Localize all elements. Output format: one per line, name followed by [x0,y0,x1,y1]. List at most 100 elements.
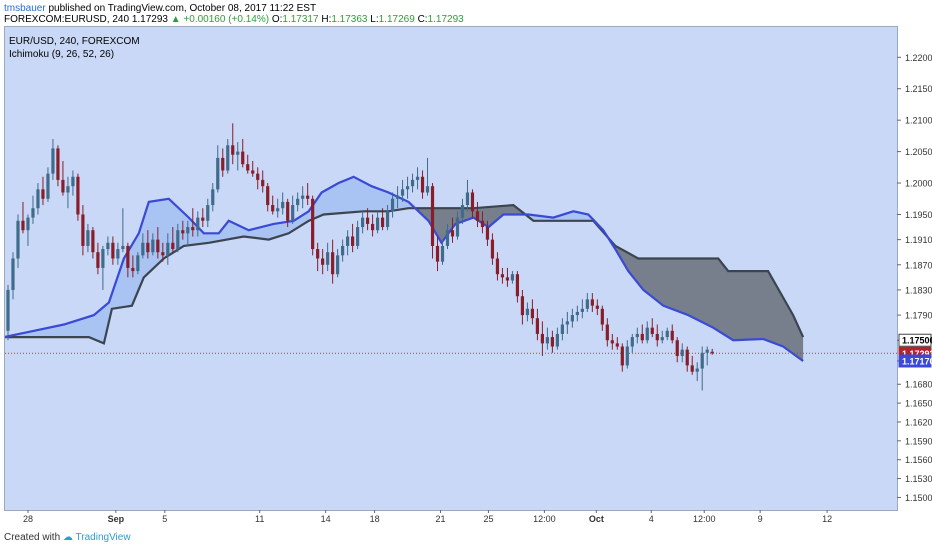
candle[interactable] [46,167,50,202]
candle[interactable] [525,302,530,322]
candle[interactable] [410,173,415,193]
candle[interactable] [465,179,470,212]
candle[interactable] [256,167,260,190]
candle[interactable] [490,233,495,265]
candle[interactable] [151,233,155,256]
candle[interactable] [146,230,150,259]
candle[interactable] [595,299,599,316]
candle[interactable] [375,211,380,234]
candle[interactable] [241,139,245,168]
candle[interactable] [196,211,200,237]
candle[interactable] [585,293,589,312]
candle[interactable] [445,223,450,250]
author-link[interactable]: tmsbauer [4,3,46,14]
candle[interactable] [326,242,330,272]
candle[interactable] [31,195,35,224]
candle[interactable] [311,195,315,256]
candle[interactable] [301,186,305,209]
candle[interactable] [291,195,295,224]
candle[interactable] [700,346,704,391]
candle[interactable] [505,267,510,287]
candle[interactable] [480,211,485,234]
candle[interactable] [336,249,340,278]
candle[interactable] [600,305,604,331]
candle[interactable] [390,192,395,218]
candle[interactable] [540,321,544,356]
candle[interactable] [56,145,60,187]
candle[interactable] [11,252,15,300]
candle[interactable] [470,189,475,218]
candle[interactable] [286,198,290,228]
candle[interactable] [645,321,649,344]
candle[interactable] [261,170,265,193]
candle[interactable] [296,192,300,212]
candle[interactable] [166,233,170,265]
candle[interactable] [51,139,55,180]
candle[interactable] [650,318,654,338]
candle[interactable] [131,255,135,278]
candle[interactable] [485,220,490,246]
candle[interactable] [266,183,270,212]
candle[interactable] [545,327,549,350]
candle[interactable] [191,208,195,237]
candle[interactable] [575,305,579,322]
candle[interactable] [36,183,40,215]
candle[interactable] [211,183,215,212]
candle[interactable] [216,145,220,193]
candle[interactable] [425,157,430,196]
candle[interactable] [101,245,105,290]
candle[interactable] [625,340,629,369]
candle[interactable] [231,123,235,165]
candle[interactable] [455,211,460,240]
candle[interactable] [6,284,10,341]
legend-symbol[interactable]: EUR/USD, 240, FOREXCOM [9,36,140,47]
candle[interactable] [635,327,639,344]
candle[interactable] [665,327,669,341]
candle[interactable] [251,161,255,177]
candle[interactable] [440,239,445,265]
candle[interactable] [605,318,609,347]
candle[interactable] [450,217,455,243]
candle[interactable] [116,242,120,265]
candle[interactable] [76,173,80,221]
candle[interactable] [370,214,375,237]
candle[interactable] [236,142,240,171]
candle[interactable] [675,337,679,363]
candle[interactable] [276,198,280,218]
candle[interactable] [21,201,25,234]
candle[interactable] [555,327,559,350]
candle[interactable] [271,195,275,215]
candle[interactable] [620,343,624,372]
candle[interactable] [81,205,85,256]
candle[interactable] [475,201,480,228]
candle[interactable] [141,233,145,259]
candle[interactable] [306,183,310,206]
candle[interactable] [201,208,205,228]
candle[interactable] [395,186,400,209]
candle[interactable] [400,179,405,202]
candle[interactable] [346,230,350,256]
candle[interactable] [156,227,160,259]
candle[interactable] [365,208,370,231]
candle[interactable] [510,271,515,284]
candle[interactable] [710,348,714,355]
candle[interactable] [181,220,185,240]
candle[interactable] [420,170,425,199]
candle[interactable] [171,227,175,253]
candle[interactable] [690,355,694,375]
candle[interactable] [111,236,115,265]
candle[interactable] [495,252,500,281]
candle[interactable] [705,346,709,366]
candle[interactable] [71,170,75,196]
candle[interactable] [316,242,320,272]
candle[interactable] [136,252,140,275]
candle[interactable] [246,154,250,174]
candle[interactable] [515,271,520,303]
candle[interactable] [435,236,440,272]
candle[interactable] [460,198,465,224]
candle[interactable] [86,223,90,253]
candle[interactable] [660,330,664,344]
candle[interactable] [670,324,674,344]
candle[interactable] [415,167,420,190]
candle[interactable] [360,211,365,234]
